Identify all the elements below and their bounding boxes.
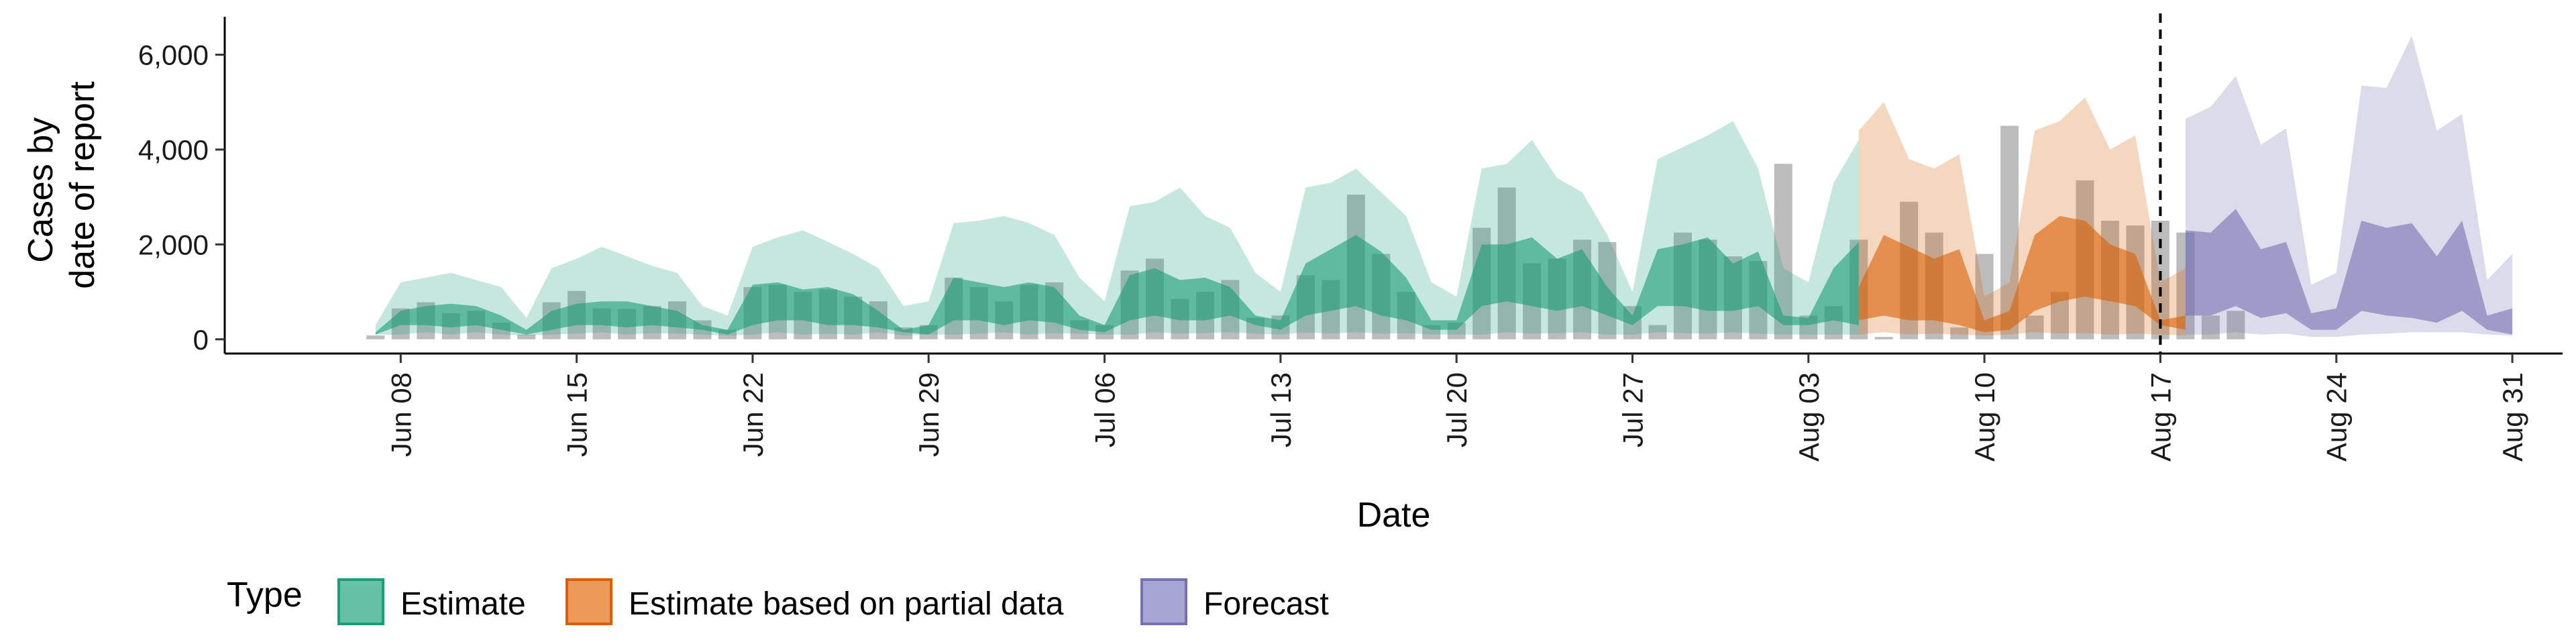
y-tick-label: 4,000 [138, 134, 209, 166]
legend-title: Type [227, 576, 303, 614]
case-bar [1874, 337, 1893, 339]
band-50-partial [1858, 216, 2186, 333]
case-bar [2226, 311, 2245, 339]
band-50-forecast [2185, 209, 2513, 335]
case-bar [517, 334, 536, 339]
case-bar [2025, 315, 2044, 339]
x-axis-ticks: Jun 08 Jun 15 Jun 22 Jun 29 Jul 06 Jul 13 Jul … [385, 354, 2528, 462]
x-tick-label: Aug 03 [1793, 372, 1825, 462]
x-tick-label: Aug 24 [2321, 372, 2353, 462]
legend-label-partial: Estimate based on partial data [629, 586, 1064, 622]
y-axis-title-line-1: Cases by [21, 117, 60, 263]
case-bar [2201, 315, 2220, 339]
x-tick-label: Jul 20 [1441, 372, 1472, 447]
x-tick-label: Aug 17 [2145, 372, 2176, 462]
legend-key-estimate [337, 578, 384, 625]
case-bar [366, 335, 385, 339]
x-axis-title: Date [1357, 496, 1431, 535]
y-tick-label: 2,000 [138, 229, 209, 260]
band-50-estimate [375, 235, 1859, 335]
legend-key-forecast [1140, 578, 1187, 625]
legend-label-estimate: Estimate [400, 586, 526, 622]
x-tick-label: Aug 31 [2497, 372, 2528, 462]
case-bar [1648, 325, 1667, 339]
y-axis-title: Cases by date of report [21, 81, 102, 289]
x-tick-label: Jun 22 [737, 372, 769, 457]
x-tick-label: Jun 15 [561, 372, 593, 457]
x-tick-label: Jul 27 [1617, 372, 1649, 447]
legend: Type Estimate Estimate based on partial … [227, 576, 1329, 625]
x-tick-label: Jun 08 [385, 372, 417, 457]
y-axis-title-line-2: date of report [63, 81, 102, 289]
x-tick-label: Jul 06 [1089, 372, 1121, 447]
y-tick-label: 0 [193, 324, 209, 356]
x-tick-label: Jul 13 [1265, 372, 1297, 447]
x-tick-label: Aug 10 [1969, 372, 2000, 462]
y-tick-label: 6,000 [138, 40, 209, 71]
y-axis-ticks: 0 2,000 4,000 6,000 [138, 40, 225, 356]
x-tick-label: Jun 29 [913, 372, 945, 457]
legend-label-forecast: Forecast [1203, 586, 1329, 622]
estimate-bands [375, 36, 2513, 337]
legend-key-partial [566, 578, 612, 625]
case-bar [1950, 327, 1969, 339]
